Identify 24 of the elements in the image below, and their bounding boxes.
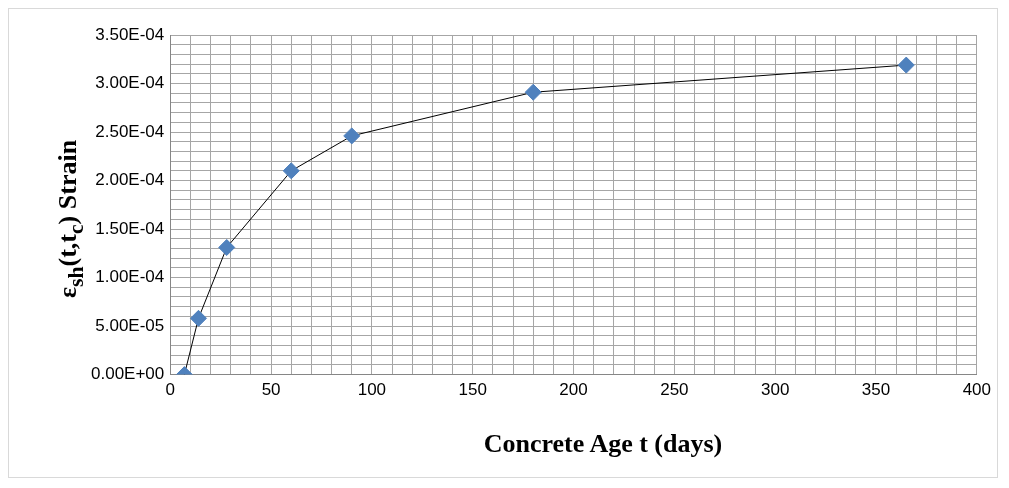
- x-tick-label: 200: [559, 380, 588, 400]
- y-tick-label: 0.00E+00: [91, 364, 165, 384]
- y-tick-label: 1.50E-04: [95, 218, 165, 238]
- x-tick-label: 50: [261, 380, 281, 400]
- x-tick-label: 350: [861, 380, 891, 400]
- x-tick-label: 150: [458, 380, 487, 400]
- x-tick-label: 300: [760, 380, 790, 400]
- point: [524, 83, 542, 101]
- x-tick-label: 100: [357, 380, 387, 400]
- point: [343, 127, 361, 145]
- x-axis-title: Concrete Age t (days): [482, 429, 724, 459]
- y-tick-label: 2.00E-04: [95, 170, 165, 190]
- y-tick-label: 3.50E-04: [95, 24, 165, 44]
- point: [189, 309, 207, 327]
- y-tick-label: 2.50E-04: [95, 121, 165, 141]
- x-tick-label: 0: [165, 380, 175, 400]
- x-tick-label: 250: [660, 380, 689, 400]
- y-tick-label: 3.00E-04: [95, 73, 165, 93]
- x-tick-label: 400: [962, 380, 992, 400]
- point: [897, 56, 915, 74]
- point: [218, 238, 236, 256]
- point: [282, 162, 300, 180]
- y-tick-label: 1.00E-04: [95, 267, 165, 287]
- y-tick-label: 5.00E-05: [95, 315, 165, 335]
